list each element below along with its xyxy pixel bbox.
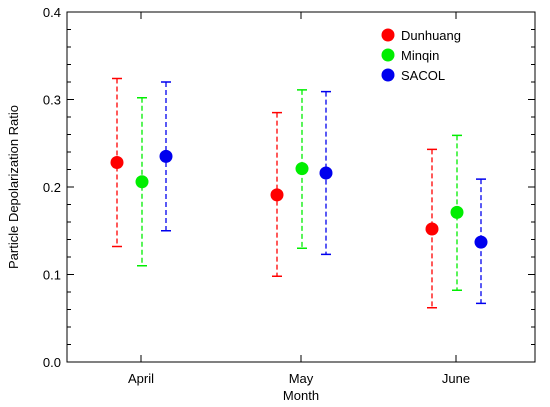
x-tick-label: June (442, 371, 470, 386)
x-axis-label: Month (283, 388, 319, 403)
data-point (450, 205, 464, 219)
y-axis-label: Particle Depolarization Ratio (6, 105, 21, 269)
legend-marker-dunhuang (381, 28, 395, 42)
legend: Dunhuang Minqin SACOL (381, 28, 461, 83)
data-point (295, 162, 309, 176)
data-point (474, 235, 488, 249)
y-tick-label: 0.3 (43, 93, 61, 108)
series-sacol (159, 81, 488, 305)
legend-label: Dunhuang (401, 28, 461, 43)
x-tick-label: May (289, 371, 314, 386)
legend-marker-minqin (381, 48, 395, 62)
y-axis: 0.0 0.1 0.2 0.3 0.4 (43, 5, 535, 370)
data-point (425, 222, 439, 236)
x-tick-label: April (128, 371, 154, 386)
y-tick-label: 0.0 (43, 355, 61, 370)
series-layer (110, 77, 488, 309)
legend-label: Minqin (401, 48, 439, 63)
data-point (319, 166, 333, 180)
legend-label: SACOL (401, 68, 445, 83)
legend-marker-sacol (381, 68, 395, 82)
y-tick-label: 0.2 (43, 180, 61, 195)
y-tick-label: 0.4 (43, 5, 61, 20)
x-axis: April May June (128, 12, 470, 386)
plot-frame (66, 11, 536, 363)
data-point (135, 175, 149, 189)
data-point (159, 149, 173, 163)
series-dunhuang (110, 77, 439, 309)
data-point (110, 156, 124, 169)
series-minqin (135, 89, 464, 291)
y-tick-label: 0.1 (43, 268, 61, 283)
data-point (270, 188, 284, 202)
